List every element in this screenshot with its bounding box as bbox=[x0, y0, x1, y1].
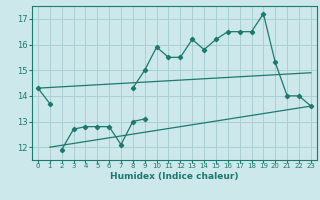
X-axis label: Humidex (Indice chaleur): Humidex (Indice chaleur) bbox=[110, 172, 239, 181]
